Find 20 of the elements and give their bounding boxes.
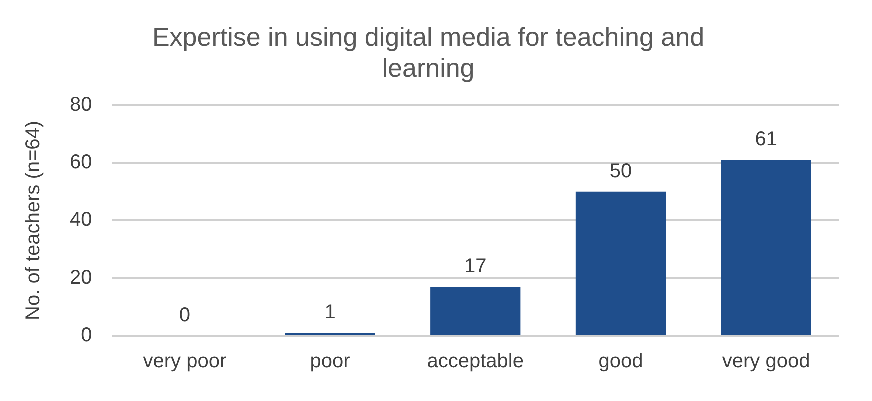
x-tick-label: good xyxy=(598,350,644,373)
bar xyxy=(721,160,812,335)
y-tick-label: 80 xyxy=(70,94,92,116)
y-tick-label: 60 xyxy=(70,152,92,174)
y-tick-label: 0 xyxy=(81,324,92,347)
data-label: 17 xyxy=(464,256,487,278)
bar xyxy=(430,287,521,335)
y-axis-title: No. of teachers (n=64) xyxy=(22,120,45,320)
data-label: 50 xyxy=(610,160,632,182)
data-label: 0 xyxy=(179,304,190,327)
x-tick-label: acceptable xyxy=(427,350,524,373)
y-tick-label: 40 xyxy=(70,209,92,232)
bar xyxy=(576,192,666,335)
y-tick-label: 20 xyxy=(70,266,92,289)
data-label: 61 xyxy=(755,128,778,151)
data-label: 1 xyxy=(324,302,336,324)
x-tick-label: very poor xyxy=(143,350,227,373)
x-tick-label: very good xyxy=(722,350,810,373)
x-tick-label: poor xyxy=(310,350,351,373)
chart-title: Expertise in using digital media for teaching and learning xyxy=(152,22,705,83)
